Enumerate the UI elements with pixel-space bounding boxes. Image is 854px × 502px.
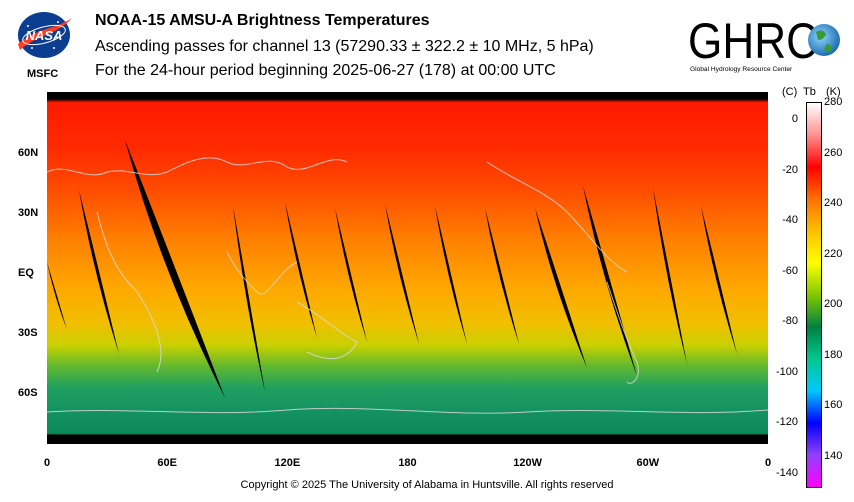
colorbar-kelvin-header: (K): [826, 86, 841, 98]
copyright-notice: Copyright © 2025 The University of Alaba…: [240, 479, 614, 491]
colorbar-kelvin-tick: 240: [824, 197, 843, 210]
ghrc-logo-text: GHRC: [688, 13, 818, 69]
swath-gap: [79, 190, 119, 354]
swath-gap: [485, 208, 519, 344]
colorbar-kelvin-tick: 260: [824, 146, 843, 159]
swath-gap: [335, 208, 367, 342]
colorbar-celsius-tick: -20: [782, 163, 798, 176]
latitude-label: EQ: [18, 267, 34, 279]
longitude-label: 0: [764, 457, 772, 469]
longitude-label: 60W: [636, 457, 660, 469]
colorbar: [806, 102, 822, 488]
colorbar-celsius-tick: -40: [782, 214, 798, 227]
swath-gap: [435, 206, 467, 344]
swath-gap: [385, 204, 419, 344]
latitude-label: 30S: [18, 327, 38, 339]
brightness-temperature-map: [47, 92, 768, 444]
colorbar-kelvin-tick: 220: [824, 247, 843, 260]
colorbar-kelvin-tick: 180: [824, 348, 843, 361]
nasa-logo: NASA: [18, 12, 72, 58]
colorbar-celsius-tick: -100: [775, 365, 798, 378]
colorbar-kelvin-tick: 160: [824, 399, 843, 412]
page-title: NOAA-15 AMSU-A Brightness Temperatures: [95, 12, 430, 29]
longitude-label: 180: [398, 457, 417, 469]
latitude-label: 60S: [18, 387, 38, 399]
latitude-label: 30N: [18, 207, 39, 219]
globe-icon: [808, 24, 840, 56]
longitude-label: 0: [43, 457, 51, 469]
swath-gap: [233, 206, 265, 392]
swath-gap: [125, 140, 225, 398]
colorbar-celsius-tick: -140: [775, 466, 798, 479]
swath-gap: [701, 206, 737, 354]
colorbar-celsius-tick: -80: [782, 315, 798, 328]
swath-gap: [653, 188, 687, 364]
ghrc-logo-caption: Global Hydrology Resource Center: [690, 66, 793, 73]
longitude-label: 120E: [274, 457, 301, 469]
subtitle: Ascending passes for channel 13 (57290.3…: [95, 38, 594, 55]
coastlines: [47, 157, 768, 414]
colorbar-celsius-tick: -120: [775, 416, 798, 429]
longitude-label: 120W: [513, 457, 543, 469]
period-line: For the 24-hour period beginning 2025-06…: [95, 62, 556, 79]
latitude-label: 60N: [18, 147, 39, 159]
swath-gap: [535, 208, 587, 368]
longitude-label: 60E: [157, 457, 177, 469]
colorbar-celsius-tick: 0: [791, 113, 798, 126]
nasa-logo-text: NASA: [26, 28, 63, 43]
temperature-field: [47, 92, 768, 444]
colorbar-kelvin-tick: 200: [824, 298, 843, 311]
ghrc-logo: GHRC Global Hydrology Resource Center: [688, 13, 840, 73]
colorbar-kelvin-tick: 280: [824, 96, 843, 108]
swath-gap: [285, 202, 317, 338]
msfc-label: MSFC: [27, 68, 59, 80]
colorbar-celsius-header: (C): [782, 86, 798, 98]
swath-gap: [47, 262, 67, 330]
colorbar-celsius-tick: -60: [782, 264, 798, 277]
colorbar-kelvin-tick: 140: [824, 449, 843, 462]
colorbar-tb-header: Tb: [803, 86, 816, 98]
